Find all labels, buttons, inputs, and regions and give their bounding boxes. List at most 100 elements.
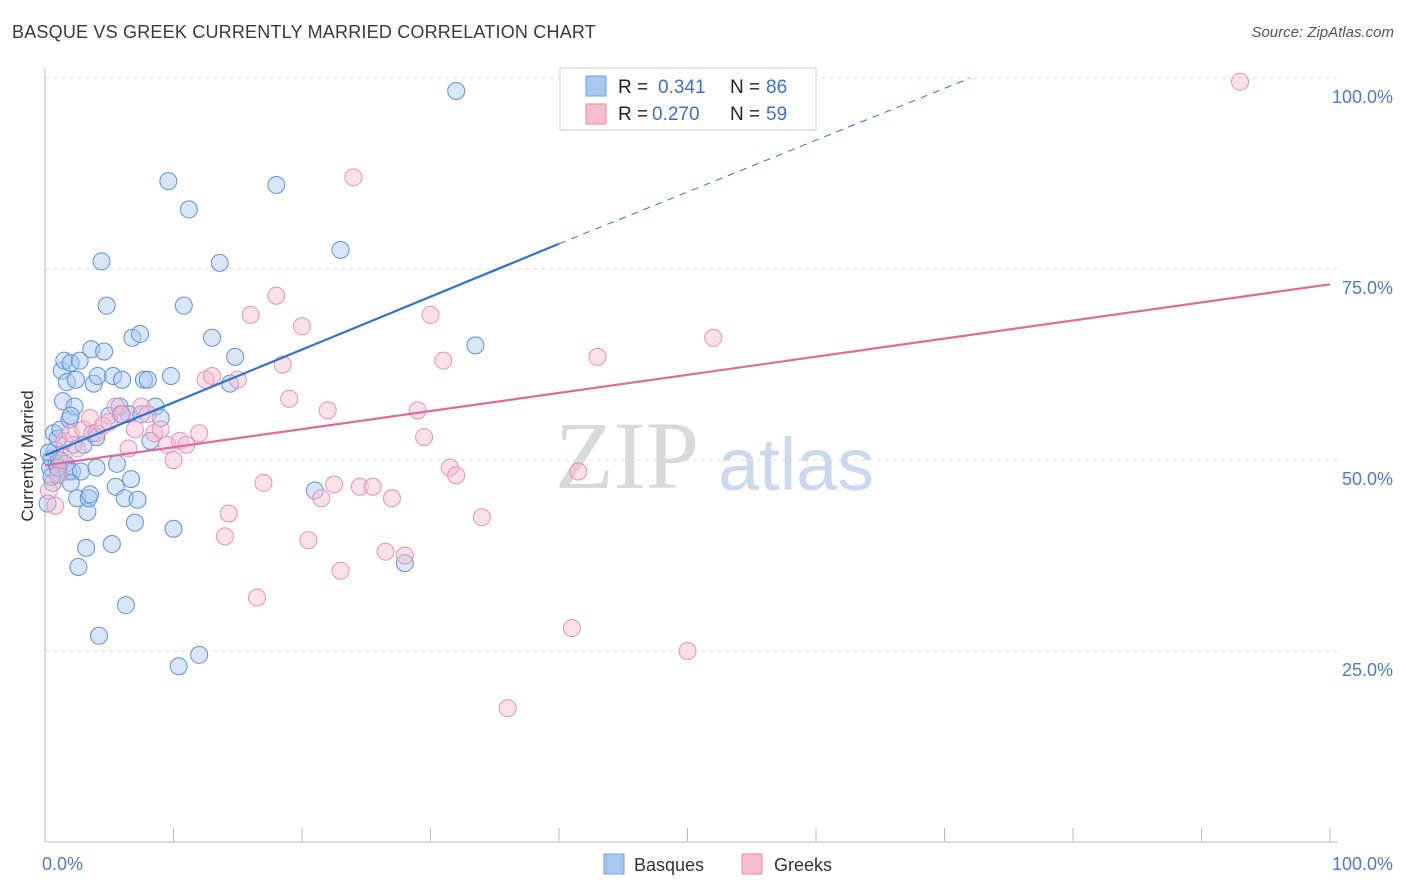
point-greeks-24: [190, 424, 209, 443]
point-basques-73: [80, 485, 99, 504]
point-basques-62: [164, 519, 183, 538]
legend-r-label-greeks: R =: [618, 104, 648, 125]
point-greeks-49: [415, 428, 434, 447]
y-axis-title: Currently Married: [18, 390, 37, 521]
bottom-legend: Basques Greeks: [603, 853, 832, 875]
y-tick-label-25: 25.0%: [1342, 660, 1393, 680]
point-greeks-30: [241, 305, 260, 324]
legend-n-label-greeks: N =: [730, 104, 760, 125]
point-basques-70: [226, 347, 245, 366]
point-greeks-56: [562, 619, 581, 638]
watermark-zip: ZIP: [555, 402, 699, 509]
point-basques-41: [104, 366, 123, 385]
point-greeks-28: [219, 504, 238, 523]
point-basques-76: [305, 481, 324, 500]
source-label: Source: ZipAtlas.com: [1251, 24, 1394, 41]
trend-line-basques-extension: [558, 77, 971, 245]
legend-n-label-basques: N =: [730, 77, 760, 98]
point-greeks-37: [299, 531, 318, 550]
point-greeks-43: [350, 477, 369, 496]
point-basques-38: [97, 296, 116, 315]
point-greeks-44: [363, 477, 382, 496]
point-basques-47: [116, 596, 135, 615]
point-basques-43: [107, 454, 126, 473]
point-greeks-48: [408, 401, 427, 420]
point-basques-55: [134, 370, 153, 389]
legend-r-value-greeks: 0.270: [652, 104, 700, 125]
point-greeks-58: [588, 347, 607, 366]
y-tick-label-100: 100.0%: [1332, 87, 1393, 107]
point-greeks-32: [254, 473, 273, 492]
point-basques-36: [92, 252, 111, 271]
point-basques-63: [169, 657, 188, 676]
point-basques-35: [89, 626, 108, 645]
point-greeks-42: [344, 168, 363, 187]
point-greeks-62: [1231, 72, 1250, 91]
point-basques-39: [100, 406, 119, 425]
point-basques-27: [77, 538, 96, 557]
trend-line-basques: [44, 242, 560, 457]
point-greeks-41: [331, 561, 350, 580]
point-basques-53: [131, 324, 150, 343]
point-greeks-52: [440, 458, 459, 477]
legend-swatch-greeks: [585, 103, 607, 125]
point-greeks-50: [421, 305, 440, 324]
point-basques-28: [78, 502, 97, 521]
x-tick-label-100: 100.0%: [1332, 854, 1393, 874]
point-greeks-3: [52, 451, 71, 469]
point-basques-25: [71, 462, 90, 481]
point-greeks-40: [325, 475, 344, 494]
point-basques-33: [87, 458, 106, 477]
point-greeks-27: [215, 527, 234, 546]
point-basques-75: [267, 175, 286, 194]
point-basques-78: [395, 554, 414, 573]
point-greeks-39: [318, 401, 337, 420]
bottom-legend-label-greeks: Greeks: [774, 855, 832, 875]
point-basques-49: [122, 470, 141, 489]
point-basques-45: [113, 370, 132, 389]
point-basques-65: [179, 200, 198, 219]
point-greeks-35: [280, 389, 299, 408]
point-greeks-54: [472, 508, 491, 527]
data-points: [38, 69, 1250, 718]
legend-r-value-basques: 0.341: [658, 77, 706, 98]
point-greeks-59: [678, 642, 697, 660]
point-greeks-38: [312, 489, 331, 508]
point-greeks-57: [569, 462, 588, 481]
x-tick-label-0: 0.0%: [42, 854, 83, 874]
point-basques-67: [203, 328, 222, 347]
point-greeks-0: [39, 481, 58, 500]
point-greeks-45: [376, 542, 395, 561]
point-greeks-60: [704, 328, 723, 347]
legend-swatch-basques: [585, 75, 607, 97]
point-basques-51: [125, 513, 144, 532]
point-basques-20: [65, 397, 84, 416]
series-greeks: [39, 69, 1250, 718]
point-basques-46: [115, 489, 134, 508]
point-basques-9: [51, 420, 70, 439]
tick-labels: 25.0% 50.0% 75.0% 100.0% 0.0% 100.0%: [42, 87, 1393, 874]
point-basques-24: [70, 351, 89, 370]
trend-line-greeks: [44, 283, 1331, 467]
point-greeks-21: [164, 451, 183, 469]
point-basques-34: [88, 366, 107, 385]
bottom-legend-label-basques: Basques: [634, 855, 704, 875]
point-greeks-19: [151, 420, 170, 439]
watermark-atlas: atlas: [718, 423, 874, 506]
point-basques-66: [190, 645, 209, 664]
legend-n-value-greeks: 59: [766, 104, 787, 125]
point-greeks-53: [447, 466, 466, 485]
point-greeks-31: [248, 588, 267, 607]
point-greeks-1: [46, 496, 65, 515]
bottom-legend-swatch-basques: [603, 853, 625, 875]
point-basques-37: [95, 342, 114, 361]
y-tick-label-50: 50.0%: [1342, 469, 1393, 489]
series-basques: [38, 81, 485, 676]
legend-n-value-basques: 86: [766, 77, 787, 98]
point-basques-84: [61, 406, 80, 425]
point-basques-52: [128, 490, 147, 509]
point-greeks-36: [293, 317, 311, 336]
legend-box: R = 0.341 N = 86 R = 0.270 N = 59: [559, 67, 817, 131]
point-greeks-33: [267, 286, 286, 305]
